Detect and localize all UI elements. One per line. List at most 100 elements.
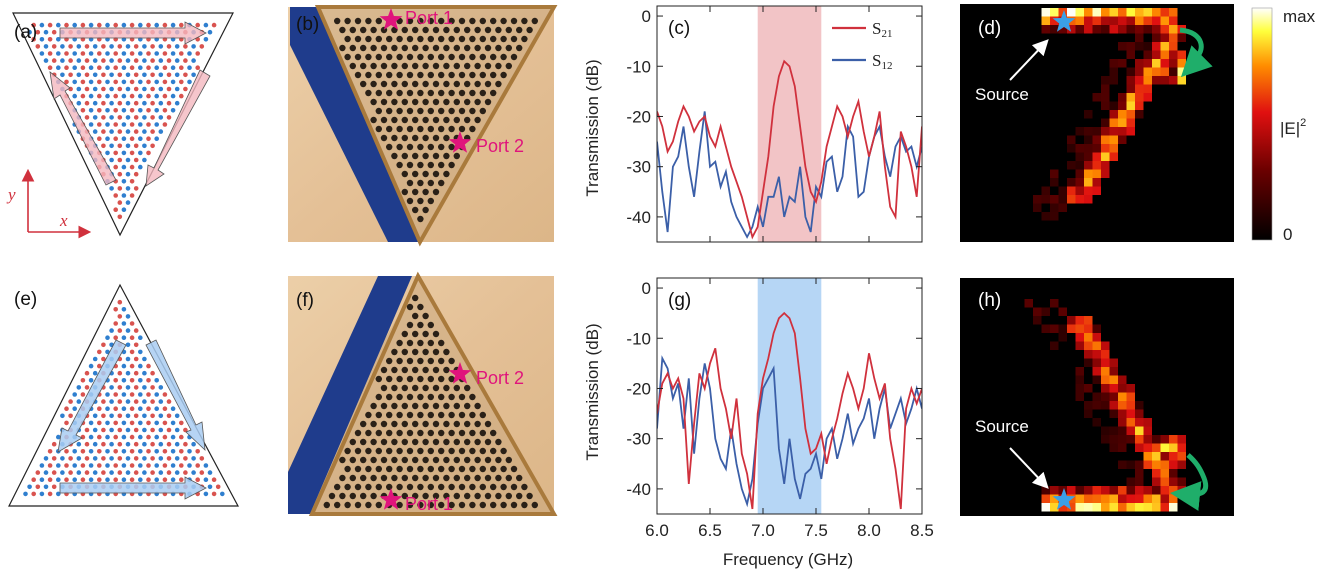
lattice-dot bbox=[105, 335, 110, 341]
field-pixel bbox=[1160, 494, 1169, 503]
field-pixel bbox=[1135, 503, 1144, 512]
lattice-dot bbox=[47, 477, 53, 483]
rod-hole bbox=[422, 170, 429, 178]
lattice-dot bbox=[129, 449, 135, 454]
rod-hole bbox=[479, 447, 486, 455]
field-pixel bbox=[1058, 307, 1067, 316]
field-pixel bbox=[1050, 299, 1059, 308]
field-pixel bbox=[1067, 25, 1076, 34]
lattice-dot bbox=[183, 86, 188, 92]
field-pixel bbox=[1075, 503, 1084, 512]
rod-hole bbox=[360, 438, 367, 446]
field-pixel bbox=[1075, 384, 1084, 393]
field-pixel bbox=[1092, 186, 1101, 195]
field-pixel bbox=[1126, 8, 1135, 17]
rod-hole bbox=[412, 170, 419, 178]
lattice-dot bbox=[121, 406, 127, 412]
field-pixel bbox=[1101, 25, 1110, 34]
xtick-label: 7.0 bbox=[751, 521, 775, 540]
rod-hole bbox=[386, 71, 393, 79]
field-pixel bbox=[1160, 8, 1169, 17]
lattice-dot bbox=[133, 186, 139, 191]
panel-label-h: (h) bbox=[978, 290, 1001, 311]
lattice-dot bbox=[105, 108, 110, 113]
rod-hole bbox=[417, 71, 424, 79]
rod-hole bbox=[375, 501, 382, 509]
rod-hole bbox=[380, 366, 388, 374]
lattice-dot bbox=[97, 22, 102, 28]
xtick-label: 8.5 bbox=[910, 521, 934, 540]
rod-hole bbox=[521, 17, 528, 25]
lattice-dot bbox=[195, 449, 200, 454]
rod-hole bbox=[432, 26, 440, 34]
lattice-dot bbox=[113, 193, 118, 198]
rod-hole bbox=[386, 35, 393, 43]
lattice-dot bbox=[121, 22, 127, 28]
rod-hole bbox=[438, 53, 445, 61]
lattice-dot bbox=[64, 22, 69, 28]
port1-label-f: Port 1 bbox=[405, 494, 453, 514]
field-pixel bbox=[1126, 460, 1135, 469]
field-pixel bbox=[1067, 144, 1076, 153]
rod-hole bbox=[396, 35, 403, 43]
rod-hole bbox=[510, 53, 518, 61]
field-pixel bbox=[1160, 443, 1169, 452]
rod-hole bbox=[458, 107, 466, 115]
lattice-dot bbox=[154, 93, 159, 99]
lattice-dot bbox=[113, 65, 118, 70]
field-pixel bbox=[1126, 50, 1135, 59]
lattice-dot bbox=[154, 406, 159, 412]
lattice-dot bbox=[203, 477, 209, 483]
lattice-dot bbox=[129, 108, 135, 113]
lattice-dot bbox=[146, 463, 151, 468]
rod-hole bbox=[438, 89, 445, 97]
rod-hole bbox=[422, 348, 429, 356]
field-pixel bbox=[1152, 33, 1161, 42]
lattice-dot bbox=[56, 22, 61, 28]
field-pixel bbox=[1160, 469, 1169, 478]
lattice-dot bbox=[133, 86, 139, 92]
lattice-dot bbox=[133, 385, 139, 390]
field-pixel bbox=[1075, 25, 1084, 34]
lattice-dot bbox=[187, 79, 192, 85]
lattice-dot bbox=[121, 108, 127, 113]
rod-hole bbox=[438, 339, 445, 347]
field-pixel bbox=[1177, 67, 1186, 76]
rod-hole bbox=[453, 62, 460, 70]
rod-hole bbox=[360, 80, 367, 88]
rod-hole bbox=[401, 366, 408, 374]
lattice-dot bbox=[166, 86, 172, 92]
rod-hole bbox=[412, 134, 419, 142]
circulation-arrow-icon-d bbox=[1179, 27, 1213, 78]
field-pixel bbox=[1041, 503, 1050, 512]
lattice-dot bbox=[113, 392, 118, 397]
lattice-dot bbox=[109, 129, 114, 134]
lattice-dot bbox=[170, 406, 176, 412]
field-pixel bbox=[1075, 392, 1084, 401]
field-pixel bbox=[1169, 477, 1178, 486]
rod-hole bbox=[464, 44, 471, 52]
port1-star-icon bbox=[379, 8, 403, 30]
rod-hole bbox=[432, 98, 440, 106]
lattice-dot bbox=[88, 22, 94, 28]
lattice-dot bbox=[179, 434, 184, 440]
lattice-dot bbox=[80, 477, 86, 483]
rod-hole bbox=[474, 116, 481, 124]
field-pixel bbox=[1143, 460, 1152, 469]
rod-hole bbox=[422, 438, 429, 446]
field-pixel bbox=[1143, 76, 1152, 85]
field-pixel bbox=[1126, 76, 1135, 85]
lattice-dot bbox=[133, 413, 139, 419]
rod-hole bbox=[464, 402, 471, 410]
lattice-dot bbox=[72, 392, 77, 397]
rod-hole bbox=[365, 429, 372, 437]
rod-hole bbox=[464, 26, 471, 34]
rod-hole bbox=[448, 71, 455, 79]
lattice-dot bbox=[80, 51, 86, 56]
port1-label-b: Port 1 bbox=[405, 8, 453, 28]
lattice-dot bbox=[174, 72, 180, 78]
field-pixel bbox=[1109, 503, 1118, 512]
lattice-dot bbox=[113, 321, 118, 326]
rod-hole bbox=[443, 384, 450, 392]
rod-hole bbox=[453, 116, 460, 124]
